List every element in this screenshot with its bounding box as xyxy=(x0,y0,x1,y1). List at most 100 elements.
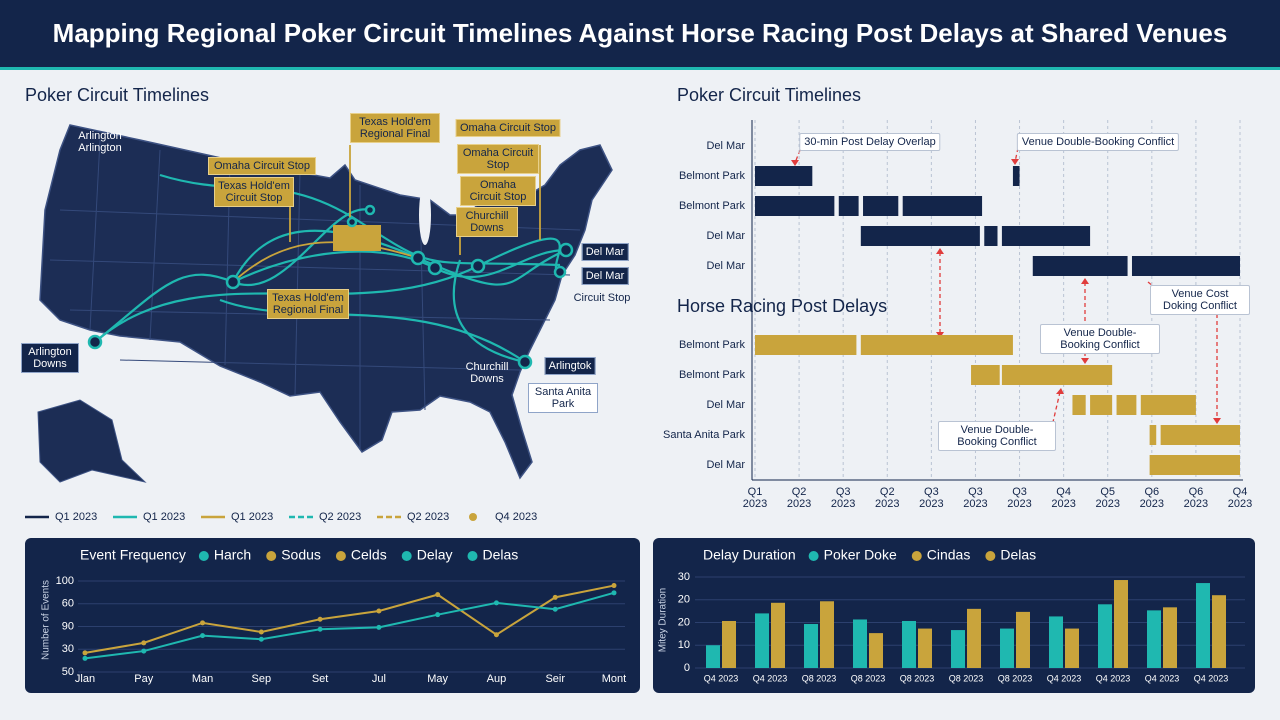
x-tick-label: Q4 2023 xyxy=(704,673,739,683)
x-tick-label: Q4 2023 xyxy=(1096,673,1131,683)
row-label: Del Mar xyxy=(706,260,745,272)
bar xyxy=(1163,607,1177,668)
legend-swatch xyxy=(335,551,346,561)
legend-label: Q1 2023 xyxy=(143,511,185,523)
x-tick-label: Q3 2023 xyxy=(830,486,856,510)
point xyxy=(200,620,206,626)
y-tick-label: 90 xyxy=(62,620,74,632)
y-tick-label: 60 xyxy=(62,598,74,610)
map-title: Poker Circuit Timelines xyxy=(25,85,209,105)
legend-label: Harch xyxy=(214,547,251,563)
series-line xyxy=(84,584,615,654)
point xyxy=(435,592,441,598)
x-tick-label: May xyxy=(427,673,448,685)
point xyxy=(82,650,88,656)
map-label: Texas Hold'em Regional Final xyxy=(350,113,440,143)
point xyxy=(611,583,617,589)
timeline-bar xyxy=(1140,395,1196,415)
bar xyxy=(771,602,785,668)
row-label: Santa Anita Park xyxy=(663,429,745,441)
row-label: Belmont Park xyxy=(679,170,746,182)
timeline-bar xyxy=(1001,365,1113,385)
annotation: 30-min Post Delay Overlap xyxy=(799,133,941,151)
x-tick-label: Q4 2023 xyxy=(1145,673,1180,683)
x-tick-label: Jlan xyxy=(75,673,95,685)
header-bar xyxy=(0,0,1280,68)
legend-label: Q2 2023 xyxy=(319,511,361,523)
point xyxy=(141,640,147,646)
legend-swatch xyxy=(911,551,922,561)
page-title: Mapping Regional Poker Circuit Timelines… xyxy=(53,18,1228,48)
map-label: Churchill Downs xyxy=(456,207,518,237)
timeline-bar xyxy=(1149,425,1157,445)
bar xyxy=(967,608,981,668)
point xyxy=(317,626,323,632)
timeline-bar xyxy=(1012,166,1020,186)
x-tick-label: Q5 2023 xyxy=(1095,486,1120,510)
series-line xyxy=(84,591,615,660)
bar xyxy=(1000,628,1014,668)
legend-label: Q1 2023 xyxy=(55,511,97,523)
annotation: Venue Cost Doking Conflict xyxy=(1150,285,1250,315)
map-label: Santa Anita Park xyxy=(528,383,598,413)
x-tick-label: Q4 2023 xyxy=(753,673,788,683)
alaska xyxy=(37,399,147,483)
point xyxy=(493,600,499,606)
x-tick-label: Q6 2023 xyxy=(1139,486,1165,510)
legend-label: Cindas xyxy=(927,547,971,563)
lake xyxy=(419,185,431,245)
bar xyxy=(1016,611,1030,668)
map-label: Churchill Downs xyxy=(465,361,509,385)
point xyxy=(376,608,382,614)
timeline-bar xyxy=(1072,395,1086,415)
line-panel xyxy=(25,538,640,693)
y-axis-label: Mitey Duration xyxy=(658,588,669,652)
timeline-bar xyxy=(860,335,1013,355)
point xyxy=(376,624,382,630)
point xyxy=(435,612,441,618)
point xyxy=(200,633,206,639)
bar xyxy=(820,601,834,668)
x-tick-label: Q4 2023 xyxy=(1227,486,1253,510)
x-tick-label: Jul xyxy=(372,673,386,685)
bar xyxy=(918,628,932,668)
x-tick-label: Q8 2023 xyxy=(949,673,984,683)
annotation: Venue Double-Booking Conflict xyxy=(1040,324,1160,354)
legend-swatch xyxy=(266,551,277,561)
bar xyxy=(853,619,867,668)
x-tick-label: Man xyxy=(192,673,213,685)
timeline-bar xyxy=(902,196,983,216)
timeline-bar xyxy=(1131,256,1240,276)
point xyxy=(141,648,147,654)
legend-label: Celds xyxy=(351,547,387,563)
legend-label: Sodus xyxy=(281,547,321,563)
point xyxy=(258,636,264,642)
timeline-bar xyxy=(1032,256,1128,276)
legend-swatch xyxy=(198,551,209,561)
legend-label: Delas xyxy=(483,547,519,563)
map-label: Del Mar xyxy=(581,267,629,285)
bar xyxy=(1147,610,1161,668)
bar xyxy=(1212,595,1226,668)
row-label: Belmont Park xyxy=(679,200,746,212)
bar xyxy=(804,624,818,668)
y-tick-label: 30 xyxy=(678,571,690,583)
gold-marker xyxy=(333,225,381,251)
chart-title: Delay Duration xyxy=(703,547,796,563)
map-label: Arlington Arlington xyxy=(78,130,122,154)
legend-label: Delay xyxy=(417,547,453,563)
chart-title: Event Frequency xyxy=(80,547,186,563)
row-label: Del Mar xyxy=(706,459,745,471)
map-label: Circuit Stop xyxy=(573,292,631,304)
row-label: Del Mar xyxy=(706,140,745,152)
bar xyxy=(1114,580,1128,668)
bar xyxy=(1098,604,1112,668)
x-tick-label: Q4 2023 xyxy=(1194,673,1229,683)
timeline-bar xyxy=(1116,395,1137,415)
x-tick-label: Q8 2023 xyxy=(900,673,935,683)
x-tick-label: Set xyxy=(312,673,329,685)
point xyxy=(552,606,558,612)
point xyxy=(611,590,617,596)
